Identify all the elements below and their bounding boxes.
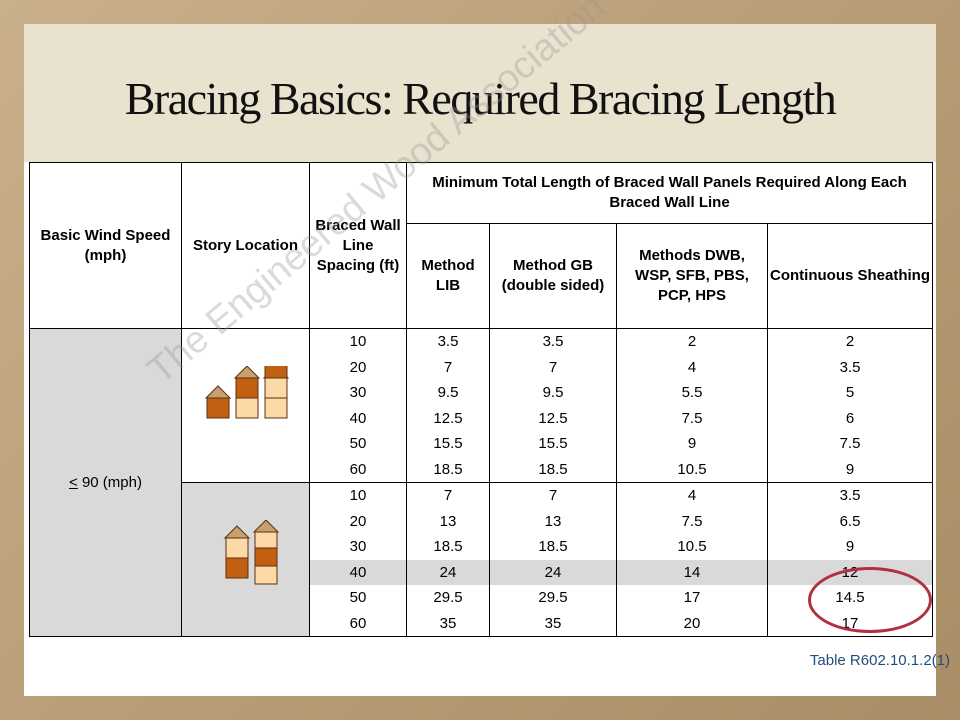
title-band: Bracing Basics: Required Bracing Length [24,24,936,162]
cell-gb: 7 [489,482,617,509]
cell-lib: 24 [406,559,490,585]
table-row: 20 13 13 7.5 6.5 [30,508,934,534]
cell-dwb: 10.5 [616,534,768,560]
table-row: 20 7 7 4 3.5 [30,354,934,380]
table-row: 40 12.5 12.5 7.5 6 [30,405,934,431]
cell-spacing: 50 [309,431,407,457]
cell-dwb: 4 [616,354,768,380]
cell-dwb: 10.5 [616,456,768,483]
table-body: < 90 (mph) 10 3.5 3.5 2 2 20 7 7 4 3.5 30 9.5 9.5 5.5… [29,328,934,637]
story-location-cell [181,482,310,637]
table-row: 10 7 7 4 3.5 [30,482,934,637]
cell-dwb: 14 [616,559,768,585]
table-row: 30 18.5 18.5 10.5 9 [30,534,934,560]
cell-spacing: 40 [309,405,407,431]
table-row: < 90 (mph) 10 3.5 3.5 2 2 [29,328,934,637]
cell-spacing: 60 [309,610,407,637]
header-methods-dwb: Methods DWB, WSP, SFB, PBS, PCP, HPS [616,223,768,329]
cell-gb: 12.5 [489,405,617,431]
cell-lib: 7 [406,482,490,509]
cell-gb: 18.5 [489,534,617,560]
header-method-lib: Method LIB [406,223,490,329]
cell-spacing: 10 [309,328,407,355]
cell-spacing: 20 [309,354,407,380]
cell-lib: 7 [406,354,490,380]
cell-gb: 3.5 [489,328,617,355]
story-location-cell [181,328,310,483]
cell-cs: 6 [766,405,934,431]
cell-lib: 12.5 [406,405,490,431]
cell-gb: 24 [489,559,617,585]
header-braced-wall-line-spacing: Braced Wall Line Spacing (ft) [309,162,407,329]
cell-lib: 3.5 [406,328,490,355]
cell-spacing: 30 [309,380,407,406]
cell-dwb: 7.5 [616,508,768,534]
highlight-ellipse [808,567,932,633]
cell-dwb: 4 [616,482,768,509]
cell-cs: 5 [766,380,934,406]
table-row: 50 15.5 15.5 9 7.5 [30,431,934,457]
header-method-gb: Method GB (double sided) [489,223,617,329]
header-continuous-sheathing: Continuous Sheathing [766,223,934,329]
cell-gb: 35 [489,610,617,637]
cell-gb: 15.5 [489,431,617,457]
header-story-location: Story Location [181,162,310,329]
cell-spacing: 10 [309,482,407,509]
cell-cs: 2 [766,328,934,355]
cell-lib: 15.5 [406,431,490,457]
cell-gb: 7 [489,354,617,380]
cell-gb: 9.5 [489,380,617,406]
cell-dwb: 20 [616,610,768,637]
building-story-icon-1 [204,357,289,418]
cell-dwb: 5.5 [616,380,768,406]
header-minimum-total-length: Minimum Total Length of Braced Wall Pane… [405,162,934,224]
cell-cs: 9 [766,534,934,560]
cell-lib: 29.5 [406,585,490,611]
table-row: 60 18.5 18.5 10.5 9 [30,456,934,483]
table-reference: Table R602.10.1.2(1) [809,652,950,669]
header-basic-wind-speed: Basic Wind Speed (mph) [29,162,182,329]
cell-spacing: 40 [309,559,407,585]
table-row: 30 9.5 9.5 5.5 5 [30,380,934,406]
cell-lib: 35 [406,610,490,637]
building-story-icon-2 [223,518,279,584]
cell-lib: 13 [406,508,490,534]
wind-speed-value: 90 (mph) [77,474,142,491]
cell-spacing: 60 [309,456,407,483]
cell-gb: 18.5 [489,456,617,483]
cell-cs: 6.5 [766,508,934,534]
cell-cs: 3.5 [766,354,934,380]
cell-cs: 3.5 [766,482,934,509]
cell-lib: 9.5 [406,380,490,406]
cell-dwb: 2 [616,328,768,355]
cell-lib: 18.5 [406,534,490,560]
cell-spacing: 50 [309,585,407,611]
cell-cs: 7.5 [766,431,934,457]
bracing-table: Basic Wind Speed (mph) Story Location Br… [29,162,934,637]
wind-speed-operator: < [69,474,78,491]
cell-dwb: 7.5 [616,405,768,431]
cell-gb: 29.5 [489,585,617,611]
cell-dwb: 9 [616,431,768,457]
cell-lib: 18.5 [406,456,490,483]
cell-spacing: 30 [309,534,407,560]
wind-speed-cell: < 90 (mph) [29,328,182,637]
cell-spacing: 20 [309,508,407,534]
cell-cs: 9 [766,456,934,483]
cell-dwb: 17 [616,585,768,611]
table-row: 40 24 24 14 12 [30,559,934,585]
cell-gb: 13 [489,508,617,534]
slide-title: Bracing Basics: Required Bracing Length [124,73,837,124]
